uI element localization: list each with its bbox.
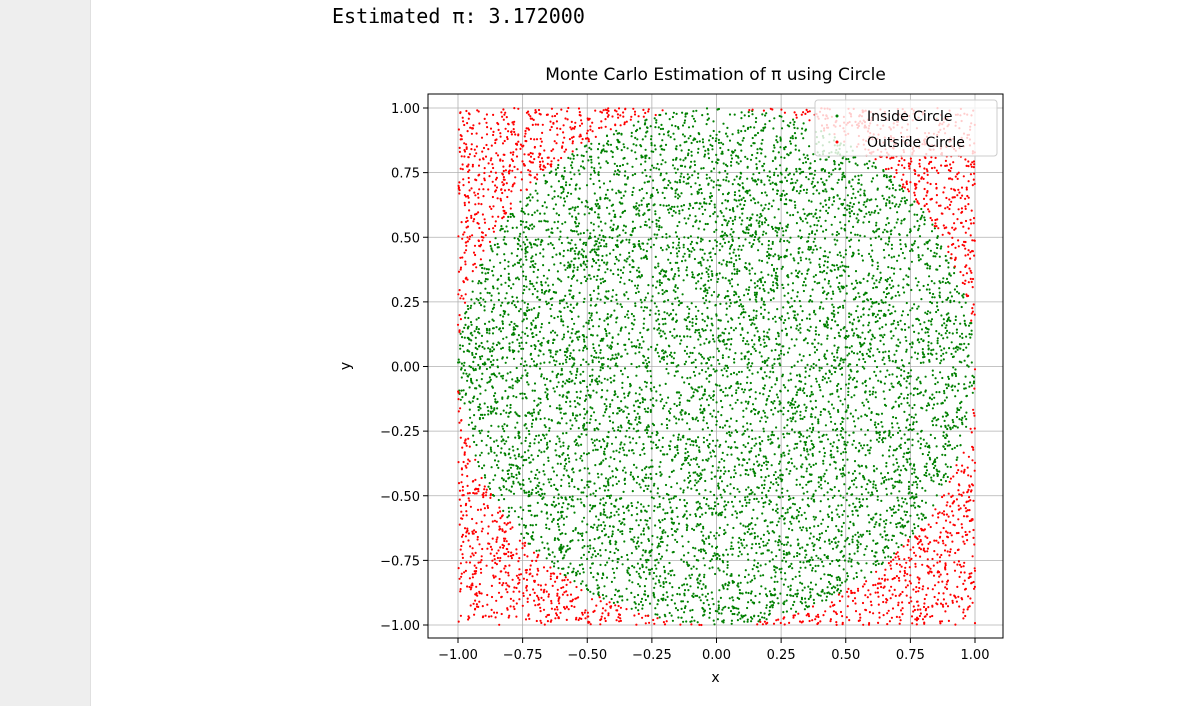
y-tick-label: 0.25 xyxy=(391,296,420,311)
grid xyxy=(428,94,1003,638)
x-tick-label: 1.00 xyxy=(961,648,990,663)
x-tick-label: −0.25 xyxy=(632,648,672,663)
notebook-gutter xyxy=(0,0,90,706)
x-tick-label: −0.50 xyxy=(567,648,607,663)
legend-marker-outside xyxy=(835,140,839,144)
y-tick-label: 1.00 xyxy=(391,102,420,117)
gutter-divider xyxy=(90,0,91,706)
plot-area xyxy=(428,94,1003,638)
x-tick-label: 0.25 xyxy=(767,648,796,663)
x-tick-label: −1.00 xyxy=(438,648,478,663)
series-outside-circle-points xyxy=(456,106,977,627)
y-tick-label: −0.50 xyxy=(380,490,420,505)
x-axis-label: x xyxy=(711,670,719,686)
legend-label-inside: Inside Circle xyxy=(867,109,952,125)
x-tick-label: −0.75 xyxy=(503,648,543,663)
legend-marker-inside xyxy=(835,114,839,118)
y-tick-label: −0.25 xyxy=(380,425,420,440)
y-axis-label: y xyxy=(338,362,354,370)
legend: Inside Circle Outside Circle xyxy=(814,99,998,157)
y-tick-label: 0.75 xyxy=(391,167,420,182)
x-axis-ticks: −1.00 −0.75 −0.50 −0.25 0.00 0.25 0.50 0.75 1.00 xyxy=(438,638,989,663)
x-tick-label: 0.75 xyxy=(896,648,925,663)
legend-box xyxy=(814,99,998,157)
y-axis-ticks: 1.00 0.75 0.50 0.25 0.00 −0.25 −0.50 −0.75 −1.00 xyxy=(380,102,428,634)
y-tick-label: 0.50 xyxy=(391,231,420,246)
y-tick-label: −1.00 xyxy=(380,619,420,634)
data-points xyxy=(456,106,977,627)
y-tick-label: 0.00 xyxy=(391,361,420,376)
series-inside-circle-points xyxy=(457,107,976,626)
legend-label-outside: Outside Circle xyxy=(867,135,965,151)
x-tick-label: 0.00 xyxy=(702,648,731,663)
scatter-chart: −1.00 −0.75 −0.50 −0.25 0.00 0.25 0.50 0.75 1.00… xyxy=(338,65,1004,686)
plot-background xyxy=(428,94,1003,638)
y-tick-label: −0.75 xyxy=(380,554,420,569)
estimated-pi-output: Estimated π: 3.172000 xyxy=(332,4,585,28)
x-tick-label: 0.50 xyxy=(831,648,860,663)
chart-title: Monte Carlo Estimation of π using Circle xyxy=(545,65,886,85)
